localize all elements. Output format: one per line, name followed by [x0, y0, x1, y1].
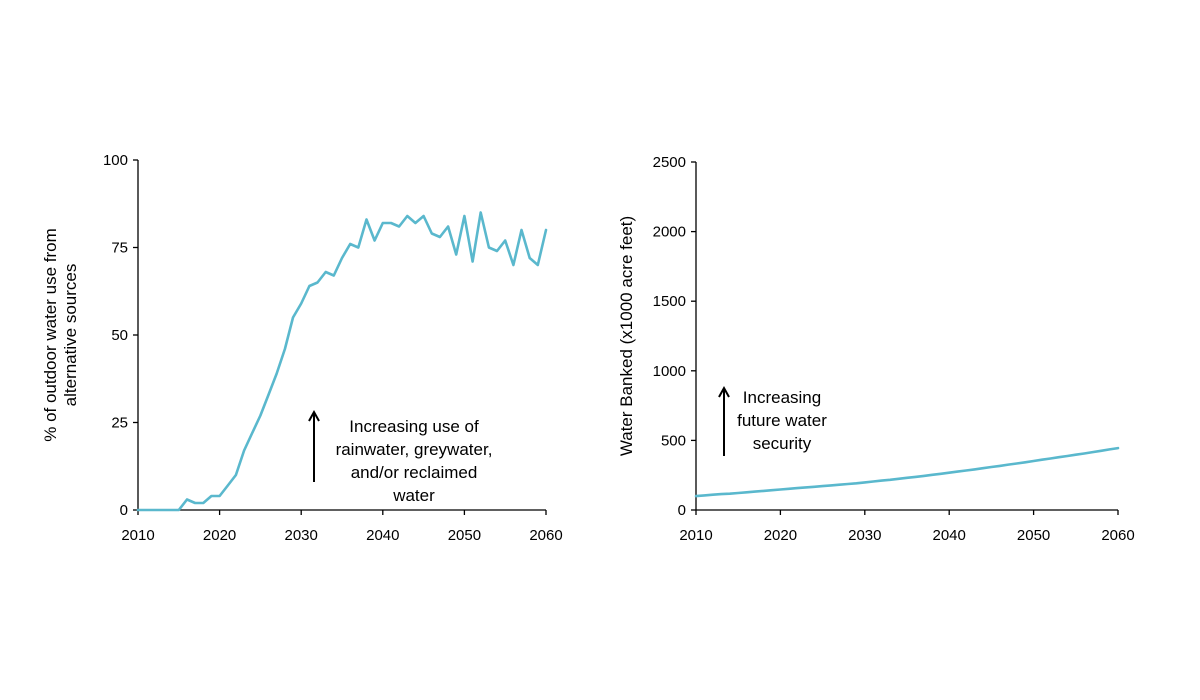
x-tick-label: 2060 [1101, 527, 1134, 544]
annotation-text: water [392, 486, 435, 505]
annotation-text: Increasing use of [349, 417, 479, 436]
annotation-text: rainwater, greywater, [336, 440, 493, 459]
annotation-text: security [753, 434, 812, 453]
y-tick-label: 2000 [653, 224, 686, 241]
annotation-arrow-head [718, 385, 730, 398]
x-tick-label: 2020 [203, 527, 236, 544]
x-tick-label: 2020 [764, 527, 797, 544]
x-tick-label: 2040 [933, 527, 966, 544]
annotation-text: Increasing [743, 388, 821, 407]
x-tick-label: 2030 [848, 527, 881, 544]
annotation-text: future water [737, 411, 827, 430]
series-line [694, 446, 1120, 498]
series-line [136, 211, 548, 512]
y-tick-label: 0 [120, 502, 128, 519]
y-tick-label: 50 [111, 327, 128, 344]
y-axis-label: alternative sources [61, 264, 80, 407]
chart-water-banked: 0 500 1000 1500 2000 2500 2010 2020 2030 2040 2050… [617, 154, 1135, 544]
y-tick-label: 1000 [653, 363, 686, 380]
x-tick-label: 2010 [121, 527, 154, 544]
chart-outdoor-water-alternative-sources: 0 25 50 75 100 2010 2020 2030 2040 2050 2060 % of o… [41, 152, 563, 544]
y-tick-label: 1500 [653, 293, 686, 310]
x-tick-label: 2030 [285, 527, 318, 544]
annotation-text: and/or reclaimed [351, 463, 478, 482]
y-tick-label: 0 [678, 502, 686, 519]
x-tick-label: 2060 [529, 527, 562, 544]
x-tick-label: 2010 [679, 527, 712, 544]
y-tick-label: 25 [111, 415, 128, 432]
annotation-arrow-head [308, 409, 320, 422]
y-axis-label: % of outdoor water use from [41, 228, 60, 442]
x-tick-label: 2050 [448, 527, 481, 544]
y-tick-label: 100 [103, 152, 128, 169]
x-tick-label: 2050 [1017, 527, 1050, 544]
y-tick-label: 2500 [653, 154, 686, 171]
y-axis-label: Water Banked (x1000 acre feet) [617, 216, 636, 456]
x-tick-label: 2040 [366, 527, 399, 544]
y-tick-label: 500 [661, 432, 686, 449]
y-tick-label: 75 [111, 240, 128, 257]
